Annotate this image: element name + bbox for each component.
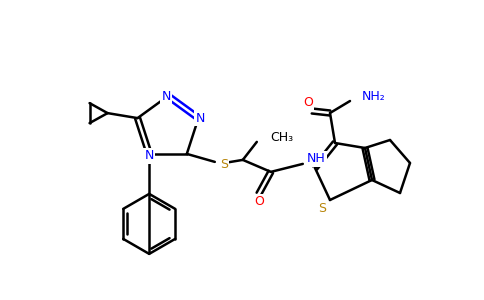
- Text: N: N: [145, 149, 154, 162]
- Text: NH₂: NH₂: [362, 91, 386, 103]
- Text: O: O: [303, 97, 313, 110]
- Text: N: N: [196, 112, 205, 124]
- Text: N: N: [161, 89, 171, 103]
- Text: S: S: [220, 158, 228, 171]
- Text: O: O: [254, 195, 264, 208]
- Text: NH: NH: [307, 152, 326, 165]
- Text: S: S: [318, 202, 326, 214]
- Text: CH₃: CH₃: [270, 131, 293, 144]
